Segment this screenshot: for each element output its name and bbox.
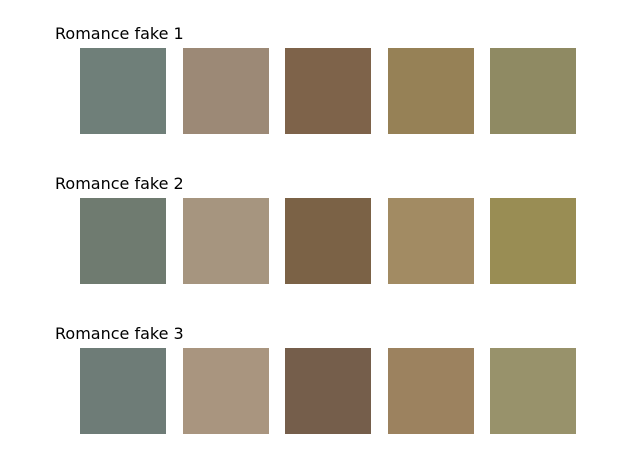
- color-swatch: [388, 198, 474, 284]
- color-swatch: [80, 48, 166, 134]
- color-swatch: [80, 348, 166, 434]
- color-swatch: [285, 48, 371, 134]
- palette-romance-fake-2: Romance fake 2: [0, 150, 640, 284]
- palette-romance-fake-1: Romance fake 1: [0, 0, 640, 134]
- color-swatch: [490, 48, 576, 134]
- color-swatch: [285, 198, 371, 284]
- color-swatch: [388, 348, 474, 434]
- palette-title: Romance fake 2: [55, 174, 184, 193]
- palette-romance-fake-3: Romance fake 3: [0, 300, 640, 434]
- color-swatch: [490, 348, 576, 434]
- palette-title: Romance fake 3: [55, 324, 184, 343]
- color-swatch: [80, 198, 166, 284]
- color-swatch: [285, 348, 371, 434]
- color-swatch: [183, 348, 269, 434]
- palette-title: Romance fake 1: [55, 24, 184, 43]
- color-swatch: [490, 198, 576, 284]
- color-swatch: [183, 48, 269, 134]
- color-swatch: [388, 48, 474, 134]
- color-swatch: [183, 198, 269, 284]
